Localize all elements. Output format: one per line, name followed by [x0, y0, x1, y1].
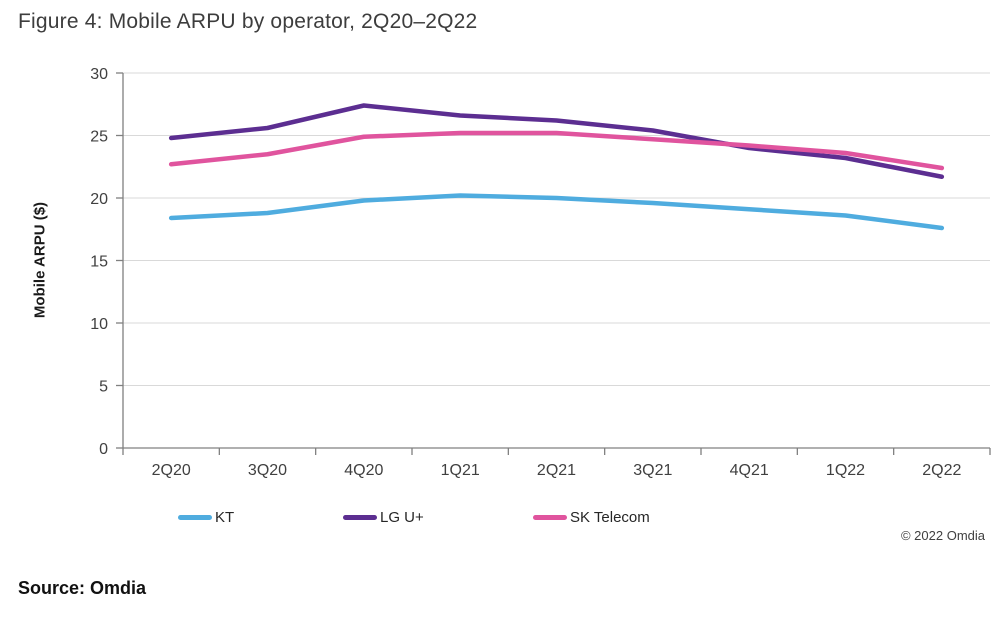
x-tick-label: 2Q22 — [922, 462, 961, 479]
copyright-text: © 2022 Omdia — [900, 528, 985, 543]
y-tick-label: 15 — [90, 254, 108, 271]
y-tick-label: 25 — [90, 129, 108, 146]
x-tick-label: 1Q22 — [826, 462, 865, 479]
source-text: Source: Omdia — [18, 578, 147, 598]
legend-label-lgu: LG U+ — [380, 508, 424, 526]
x-tick-label: 2Q21 — [537, 462, 576, 479]
series-line-lg-u — [168, 103, 945, 179]
legend-swatch-lgu-icon — [343, 514, 377, 520]
legend-item-lgu: LG U+ — [343, 507, 424, 527]
y-tick-label: 0 — [99, 441, 108, 458]
series-line-kt — [168, 193, 945, 231]
y-tick-label: 30 — [90, 66, 108, 83]
y-tick-label: 5 — [99, 379, 108, 396]
figure-title: Figure 4: Mobile ARPU by operator, 2Q20–… — [18, 10, 478, 33]
y-tick-label: 20 — [90, 191, 108, 208]
legend-item-sk: SK Telecom — [533, 507, 650, 527]
x-tick-label: 2Q20 — [152, 462, 191, 479]
legend-label-kt: KT — [215, 508, 235, 526]
legend-item-kt: KT — [178, 507, 234, 527]
series-line-sk-telecom — [168, 130, 945, 171]
x-tick-label: 3Q20 — [248, 462, 287, 479]
y-axis-label: Mobile ARPU ($) — [31, 201, 49, 319]
legend-label-sk: SK Telecom — [570, 508, 650, 526]
legend-swatch-sk-icon — [533, 514, 567, 520]
x-tick-label: 3Q21 — [633, 462, 672, 479]
x-tick-label: 4Q21 — [730, 462, 769, 479]
y-tick-label: 10 — [90, 316, 108, 333]
x-tick-label: 1Q21 — [441, 462, 480, 479]
legend-swatch-kt-icon — [178, 514, 212, 520]
x-tick-label: 4Q20 — [344, 462, 383, 479]
